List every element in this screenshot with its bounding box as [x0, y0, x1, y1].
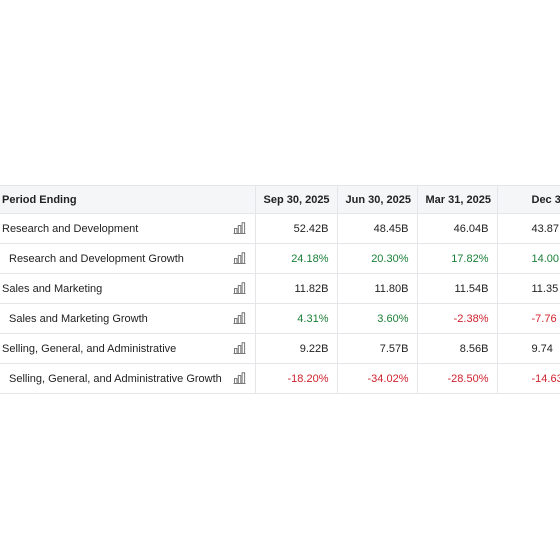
cell-value: 4.31%	[254, 303, 338, 334]
column-header: Period Ending	[0, 185, 256, 214]
chart-icon[interactable]	[233, 342, 246, 354]
cell-value: 17.82%	[416, 243, 498, 274]
cell-value: -7.76	[496, 303, 560, 334]
table-row: Selling, General, and Administrative Gro…	[0, 363, 560, 394]
cell-value: 7.57B	[336, 333, 418, 364]
cell-value: 43.87	[496, 213, 560, 244]
chart-icon[interactable]	[233, 282, 246, 294]
table-row: Sales and Marketing Growth 4.31% 3.60% -2.3…	[0, 303, 560, 334]
cell-value: 11.35	[496, 273, 560, 304]
cell-value: 11.54B	[416, 273, 498, 304]
row-label: Sales and Marketing	[0, 273, 256, 304]
header-row: Period Ending Sep 30, 2025 Jun 30, 2025 Mar…	[0, 185, 560, 214]
cell-value: 9.22B	[254, 333, 338, 364]
row-label: Selling, General, and Administrative Gro…	[0, 363, 256, 394]
cell-value: -2.38%	[416, 303, 498, 334]
cell-value: 52.42B	[254, 213, 338, 244]
table-row: Selling, General, and Administrative 9.22…	[0, 333, 560, 364]
column-header: Sep 30, 2025	[254, 185, 338, 214]
cell-value: 46.04B	[416, 213, 498, 244]
cell-value: -14.63	[496, 363, 560, 394]
row-label: Research and Development Growth	[0, 243, 256, 274]
table-row: Sales and Marketing 11.82B 11.80B 11.54B 11.…	[0, 273, 560, 304]
table-container: Period Ending Sep 30, 2025 Jun 30, 2025 Mar…	[0, 185, 560, 394]
cell-value: 14.00	[496, 243, 560, 274]
cell-value: -28.50%	[416, 363, 498, 394]
chart-icon[interactable]	[233, 372, 246, 384]
cell-value: 48.45B	[336, 213, 418, 244]
row-label: Research and Development	[0, 213, 256, 244]
row-label: Selling, General, and Administrative	[0, 333, 256, 364]
chart-icon[interactable]	[233, 312, 246, 324]
column-header: Mar 31, 2025	[416, 185, 498, 214]
cell-value: 24.18%	[254, 243, 338, 274]
chart-icon[interactable]	[233, 252, 246, 264]
cell-value: 8.56B	[416, 333, 498, 364]
row-label: Sales and Marketing Growth	[0, 303, 256, 334]
financials-table: Period Ending Sep 30, 2025 Jun 30, 2025 Mar…	[0, 185, 560, 394]
column-header: Jun 30, 2025	[336, 185, 418, 214]
table-row: Research and Development Growth 24.18% 20.…	[0, 243, 560, 274]
cell-value: -18.20%	[254, 363, 338, 394]
chart-icon[interactable]	[233, 222, 246, 234]
cell-value: 11.80B	[336, 273, 418, 304]
table-body: Research and Development 52.42B 48.45B 46.0…	[0, 213, 560, 394]
cell-value: 20.30%	[336, 243, 418, 274]
table-row: Research and Development 52.42B 48.45B 46.0…	[0, 213, 560, 244]
column-header: Dec 31, 202	[496, 185, 560, 214]
cell-value: 3.60%	[336, 303, 418, 334]
cell-value: 9.74	[496, 333, 560, 364]
cell-value: -34.02%	[336, 363, 418, 394]
cell-value: 11.82B	[254, 273, 338, 304]
